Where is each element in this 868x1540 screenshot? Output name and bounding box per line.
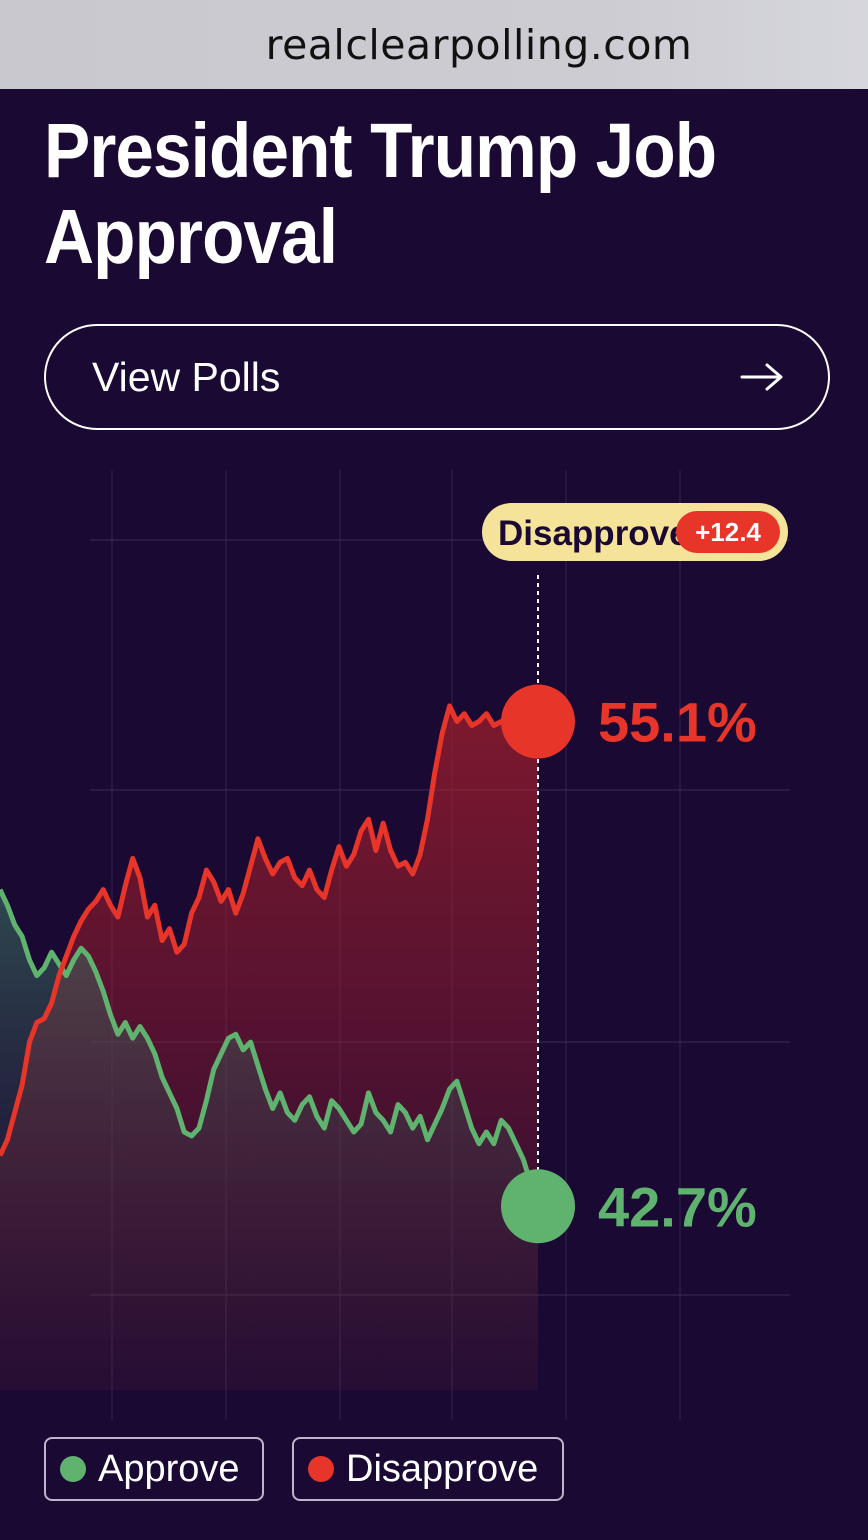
spread-value: +12.4: [695, 517, 761, 547]
disapprove-line: [0, 703, 540, 1157]
disapprove-latest-point: [501, 684, 575, 759]
approve-area: [0, 889, 538, 1390]
approve-line: [0, 888, 541, 1208]
legend-approve-label: Approve: [98, 1447, 240, 1490]
arrow-right-icon: [740, 363, 783, 391]
page-title: President Trump Job Approval: [44, 108, 717, 280]
approve-latest-point: [501, 1169, 575, 1244]
view-polls-button[interactable]: View Polls: [44, 324, 830, 430]
approve-latest-label: 42.7%: [598, 1175, 757, 1238]
spread-leader-label: Disapprove: [498, 514, 689, 553]
approval-chart: 55.1% 42.7% Disapprove +12.4: [0, 470, 790, 1420]
browser-address-bar[interactable]: realclearpolling.com: [0, 0, 868, 89]
view-polls-label: View Polls: [92, 353, 281, 400]
browser-url: realclearpolling.com: [265, 20, 693, 69]
legend-disapprove-label: Disapprove: [346, 1447, 539, 1490]
legend-disapprove[interactable]: Disapprove: [292, 1437, 564, 1501]
spread-badge[interactable]: Disapprove +12.4: [482, 503, 788, 561]
approve-legend-dot-icon: [60, 1456, 86, 1482]
disapprove-legend-dot-icon: [308, 1456, 334, 1482]
legend-approve[interactable]: Approve: [44, 1437, 264, 1501]
disapprove-latest-label: 55.1%: [598, 691, 757, 754]
